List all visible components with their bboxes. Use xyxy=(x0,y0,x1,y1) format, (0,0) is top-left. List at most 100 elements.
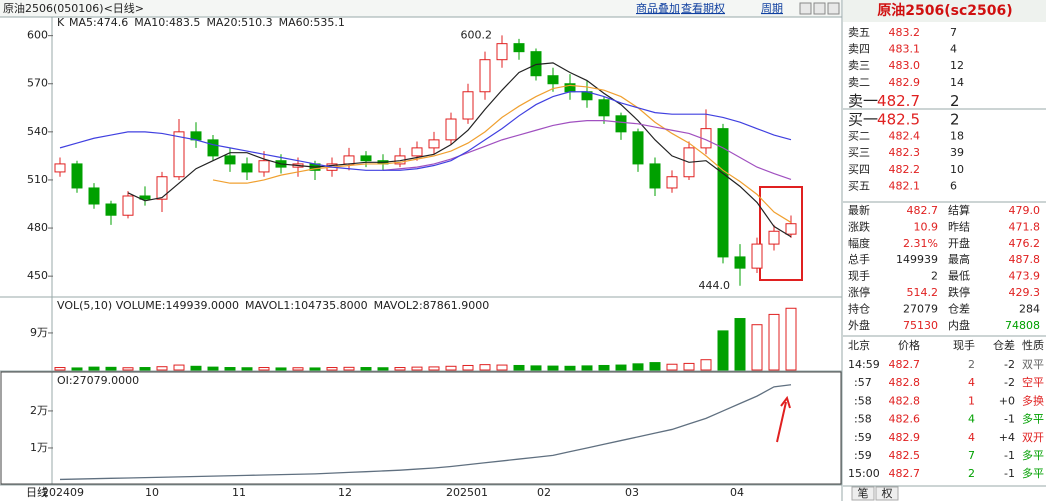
indicator-label: MAVOL2:87861.9000 xyxy=(374,299,490,312)
ma-line xyxy=(59,91,792,171)
volume-bar xyxy=(224,367,236,371)
candle-body xyxy=(751,243,763,269)
volume-bar xyxy=(394,367,406,371)
y-tick-label: 2万 xyxy=(30,404,48,417)
candle-body xyxy=(785,223,797,235)
tick-cell: 多平 xyxy=(1022,448,1044,462)
volume-bar xyxy=(258,367,270,371)
quote-label: 幅度 xyxy=(848,236,870,250)
tab[interactable] xyxy=(875,486,899,501)
quote-label: 结算 xyxy=(948,203,970,217)
volume-bar xyxy=(479,364,491,371)
volume-bar xyxy=(411,366,423,371)
highlight-box xyxy=(759,186,803,281)
top-bar xyxy=(0,0,842,17)
quote-value: 487.8 xyxy=(1009,253,1041,266)
tab[interactable] xyxy=(851,486,875,501)
quote-label: 外盘 xyxy=(848,318,870,332)
book-label: 买三 xyxy=(848,146,870,159)
tick-cell: 4 xyxy=(968,413,975,426)
volume-bar xyxy=(190,365,202,371)
volume-bar xyxy=(462,364,474,371)
quote-value: 514.2 xyxy=(907,286,939,299)
indicator-label: MA20:510.3 xyxy=(206,16,272,29)
tick-cell: :59 xyxy=(854,431,872,444)
tick-cell: -2 xyxy=(1004,376,1015,389)
ma-line xyxy=(127,62,792,238)
ma-line xyxy=(212,84,792,223)
candle-body xyxy=(88,187,100,205)
quote-label: 最低 xyxy=(948,270,970,283)
book-label: 卖二 xyxy=(848,76,870,89)
panel-frame xyxy=(0,371,842,485)
volume-bar xyxy=(377,367,389,371)
volume-bar xyxy=(581,365,593,371)
ma-line xyxy=(382,120,792,181)
book-price: 482.4 xyxy=(889,130,921,143)
tick-header: 北京 xyxy=(848,338,870,352)
candle-body xyxy=(717,128,729,258)
indicator-label: MA10:483.5 xyxy=(134,16,200,29)
link[interactable]: 商品叠加 xyxy=(636,1,680,15)
volume-bar xyxy=(564,365,576,371)
tick-cell: -1 xyxy=(1004,467,1015,480)
volume-bar xyxy=(71,367,83,371)
indicator-label: MA60:535.1 xyxy=(279,16,345,29)
quote-label: 昨结 xyxy=(948,220,970,233)
book-price: 482.7 xyxy=(877,92,920,110)
candle-body xyxy=(768,230,780,245)
quote-label: 总手 xyxy=(848,252,870,266)
book-volume: 18 xyxy=(950,130,964,143)
book-volume: 12 xyxy=(950,59,964,72)
book-label: 卖一 xyxy=(848,92,878,110)
candle-body xyxy=(105,203,117,216)
tick-cell: 空平 xyxy=(1022,375,1044,389)
candle-body xyxy=(445,118,457,141)
y-tick-label: 540 xyxy=(27,125,48,138)
tick-cell: 多平 xyxy=(1022,412,1044,426)
quote-label: 持仓 xyxy=(848,301,870,315)
candle-body xyxy=(54,163,66,173)
candle-body xyxy=(122,195,134,216)
indicator-label: MA5:474.6 xyxy=(69,16,128,29)
tab-label[interactable]: 笔 xyxy=(858,486,869,500)
volume-bar xyxy=(496,364,508,371)
book-volume: 6 xyxy=(950,179,957,192)
link[interactable]: 查看期权 xyxy=(681,1,725,15)
tab-label[interactable]: 权 xyxy=(882,487,893,500)
low-label: 444.0 xyxy=(699,279,731,292)
button[interactable] xyxy=(799,2,812,15)
button[interactable] xyxy=(827,2,840,15)
candle-body xyxy=(411,147,423,157)
volume-bar xyxy=(768,313,780,371)
x-tick-label: 02 xyxy=(537,486,551,499)
book-volume: 10 xyxy=(950,163,964,176)
book-price: 483.1 xyxy=(889,43,921,56)
quote-label: 最新 xyxy=(848,203,870,217)
button[interactable] xyxy=(813,2,826,15)
volume-bar xyxy=(445,365,457,371)
link[interactable]: 周期 xyxy=(761,2,783,15)
quote-label: 仓差 xyxy=(948,301,970,315)
indicator-label: MAVOL1:104735.8000 xyxy=(245,299,368,312)
candle-body xyxy=(513,43,525,53)
candle-body xyxy=(224,155,236,165)
volume-bar xyxy=(173,364,185,371)
x-tick-label: 10 xyxy=(145,486,159,499)
quote-label: 内盘 xyxy=(948,318,970,332)
volume-bar xyxy=(717,330,729,371)
volume-bar xyxy=(343,366,355,371)
indicator-label: OI:27079.0000 xyxy=(57,374,139,387)
candle-body xyxy=(343,155,355,165)
candle-body xyxy=(649,163,661,189)
y-tick-label: 480 xyxy=(27,221,48,234)
indicator-label: VOL(5,10) VOLUME:149939.0000 xyxy=(57,299,239,312)
volume-bar xyxy=(649,362,661,371)
tick-cell: 482.7 xyxy=(889,467,921,480)
volume-bar xyxy=(615,364,627,371)
volume-bar xyxy=(785,307,797,371)
book-volume: 7 xyxy=(950,26,957,39)
volume-bar xyxy=(666,363,678,371)
book-label: 买二 xyxy=(848,130,870,143)
